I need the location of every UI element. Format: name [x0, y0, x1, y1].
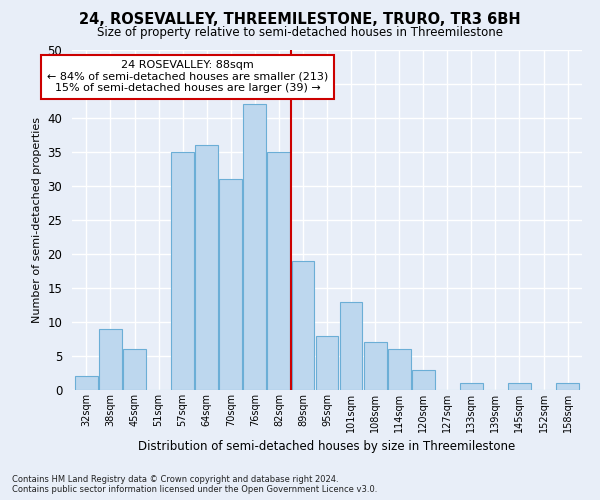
Y-axis label: Number of semi-detached properties: Number of semi-detached properties	[32, 117, 42, 323]
Bar	[388, 349, 410, 390]
Text: Contains public sector information licensed under the Open Government Licence v3: Contains public sector information licen…	[12, 485, 377, 494]
Bar	[316, 336, 338, 390]
Bar	[364, 342, 386, 390]
Text: 24, ROSEVALLEY, THREEMILESTONE, TRURO, TR3 6BH: 24, ROSEVALLEY, THREEMILESTONE, TRURO, T…	[79, 12, 521, 28]
Text: Size of property relative to semi-detached houses in Threemilestone: Size of property relative to semi-detach…	[97, 26, 503, 39]
Bar	[508, 383, 531, 390]
Bar	[292, 261, 314, 390]
X-axis label: Distribution of semi-detached houses by size in Threemilestone: Distribution of semi-detached houses by …	[139, 440, 515, 454]
Bar	[123, 349, 146, 390]
Bar	[195, 145, 218, 390]
Bar	[460, 383, 483, 390]
Bar	[556, 383, 579, 390]
Bar	[244, 104, 266, 390]
Bar	[171, 152, 194, 390]
Bar	[412, 370, 434, 390]
Bar	[220, 179, 242, 390]
Bar	[268, 152, 290, 390]
Text: Contains HM Land Registry data © Crown copyright and database right 2024.: Contains HM Land Registry data © Crown c…	[12, 475, 338, 484]
Bar	[340, 302, 362, 390]
Bar	[75, 376, 98, 390]
Bar	[99, 329, 122, 390]
Text: 24 ROSEVALLEY: 88sqm
← 84% of semi-detached houses are smaller (213)
15% of semi: 24 ROSEVALLEY: 88sqm ← 84% of semi-detac…	[47, 60, 328, 94]
